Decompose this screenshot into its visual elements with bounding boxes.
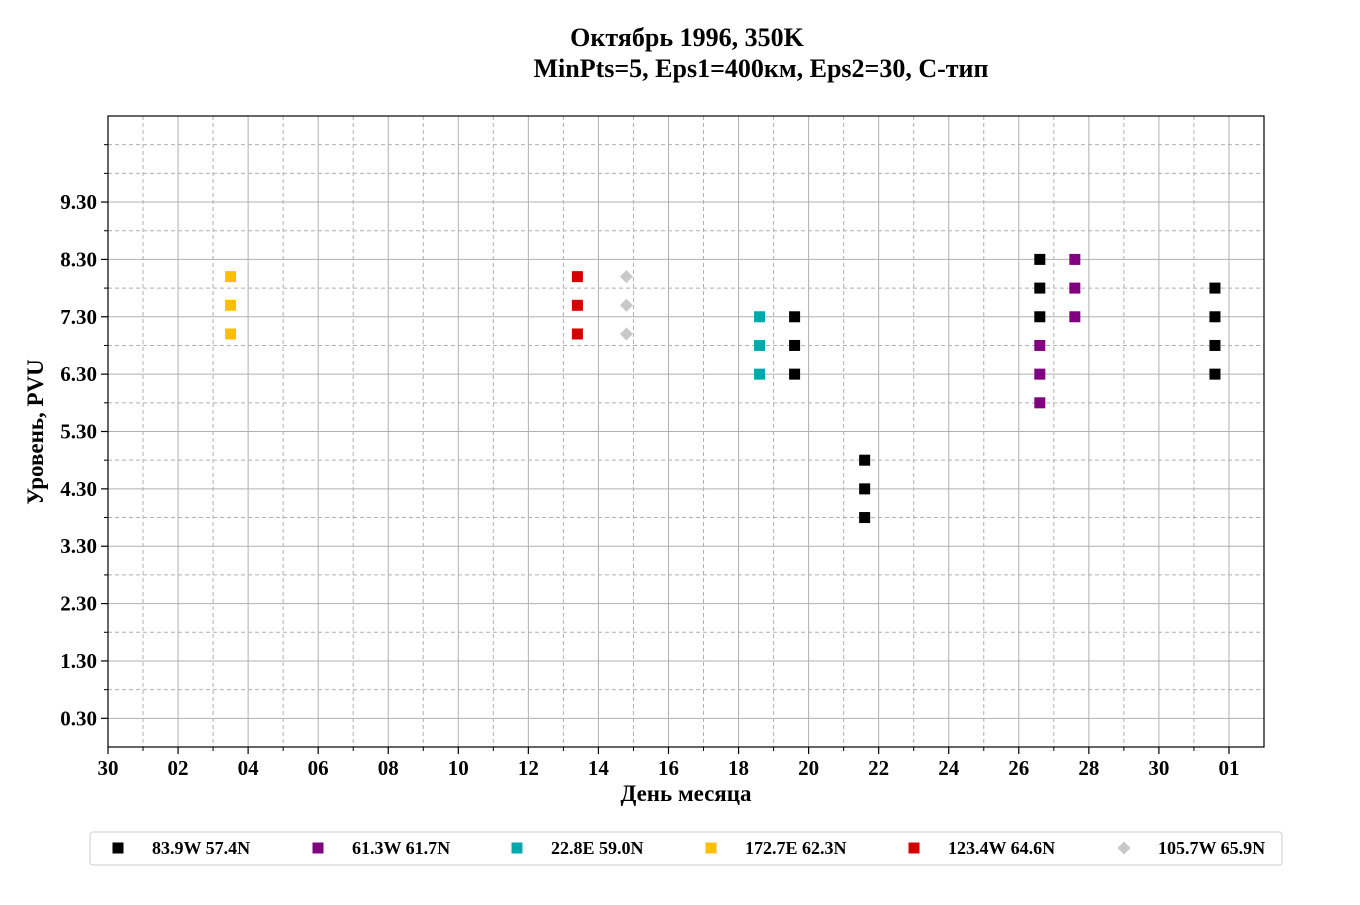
y-tick-label: 3.30 bbox=[60, 534, 97, 558]
data-point bbox=[619, 327, 633, 341]
y-axis-ticks: 0.30 1.30 2.30 3.30 4.30 5.30 6.30 7.30 8.30 9.30 bbox=[60, 144, 108, 730]
legend-box bbox=[89, 831, 1283, 866]
data-point bbox=[789, 311, 801, 323]
x-tick-label: 18 bbox=[728, 756, 749, 780]
data-point bbox=[1209, 368, 1221, 380]
data-point bbox=[1034, 253, 1046, 265]
x-tick-label: 24 bbox=[938, 756, 960, 780]
grid bbox=[107, 116, 1264, 747]
data-point bbox=[1069, 253, 1081, 265]
data-point bbox=[1034, 282, 1046, 294]
y-tick-label: 5.30 bbox=[60, 420, 97, 444]
legend-marker bbox=[1117, 841, 1131, 855]
legend-label: 61.3W 61.7N bbox=[352, 838, 450, 858]
legend-label: 105.7W 65.9N bbox=[1158, 838, 1265, 858]
data-point bbox=[789, 368, 801, 380]
x-tick-label: 10 bbox=[448, 756, 469, 780]
data-point bbox=[225, 328, 237, 340]
data-point bbox=[571, 328, 583, 340]
data-point bbox=[789, 339, 801, 351]
legend-marker bbox=[511, 842, 523, 854]
data-point bbox=[225, 271, 237, 283]
x-tick-label: 01 bbox=[1218, 756, 1239, 780]
data-point bbox=[1034, 368, 1046, 380]
chart-title: Октябрь 1996, 350K bbox=[570, 23, 804, 52]
y-tick-label: 4.30 bbox=[60, 477, 97, 501]
legend-label: 123.4W 64.6N bbox=[948, 838, 1055, 858]
x-axis-ticks: 30 02 04 06 08 10 12 14 16 18 20 22 24 26 28 30 01 bbox=[98, 747, 1239, 780]
data-point bbox=[1069, 282, 1081, 294]
data-point bbox=[754, 339, 766, 351]
data-point bbox=[1209, 339, 1221, 351]
legend-marker bbox=[312, 842, 324, 854]
data-point bbox=[1034, 397, 1046, 409]
y-tick-label: 9.30 bbox=[60, 190, 97, 214]
x-tick-label: 06 bbox=[308, 756, 329, 780]
x-tick-label: 12 bbox=[518, 756, 539, 780]
x-tick-label: 14 bbox=[588, 756, 610, 780]
plot-frame bbox=[107, 115, 1265, 748]
y-tick-label: 1.30 bbox=[60, 649, 97, 673]
x-tick-label: 30 bbox=[98, 756, 119, 780]
x-tick-label: 16 bbox=[658, 756, 679, 780]
data-point bbox=[754, 368, 766, 380]
legend-marker bbox=[908, 842, 920, 854]
y-tick-label: 7.30 bbox=[60, 305, 97, 329]
data-point bbox=[619, 298, 633, 312]
y-tick-label: 8.30 bbox=[60, 247, 97, 271]
legend-label: 83.9W 57.4N bbox=[152, 838, 250, 858]
x-tick-label: 26 bbox=[1008, 756, 1029, 780]
data-point bbox=[1034, 339, 1046, 351]
data-point bbox=[859, 512, 871, 524]
data-point bbox=[1034, 311, 1046, 323]
x-axis-label: День месяца bbox=[620, 781, 752, 806]
x-tick-label: 08 bbox=[378, 756, 399, 780]
y-axis-label: Уровень, PVU bbox=[23, 359, 48, 505]
x-tick-label: 04 bbox=[238, 756, 260, 780]
data-point bbox=[754, 311, 766, 323]
x-tick-label: 02 bbox=[168, 756, 189, 780]
data-point bbox=[1209, 282, 1221, 294]
chart-subtitle: MinPts=5, Eps1=400км, Eps2=30, С-тип bbox=[533, 54, 988, 83]
legend-marker bbox=[112, 842, 124, 854]
data-points bbox=[225, 253, 1221, 524]
y-tick-label: 6.30 bbox=[60, 362, 97, 386]
data-point bbox=[571, 271, 583, 283]
data-point bbox=[1069, 311, 1081, 323]
x-tick-label: 28 bbox=[1078, 756, 1099, 780]
data-point bbox=[571, 299, 583, 311]
legend: 83.9W 57.4N 61.3W 61.7N 22.8E 59.0N 172.7E … bbox=[112, 838, 1265, 858]
data-point bbox=[619, 270, 633, 284]
data-point bbox=[1209, 311, 1221, 323]
data-point bbox=[859, 454, 871, 466]
y-tick-label: 2.30 bbox=[60, 592, 97, 616]
data-point bbox=[859, 483, 871, 495]
y-tick-label: 0.30 bbox=[60, 706, 97, 730]
legend-label: 172.7E 62.3N bbox=[745, 838, 847, 858]
legend-marker bbox=[705, 842, 717, 854]
data-point bbox=[225, 299, 237, 311]
x-tick-label: 22 bbox=[868, 756, 889, 780]
legend-label: 22.8E 59.0N bbox=[551, 838, 644, 858]
x-tick-label: 30 bbox=[1148, 756, 1169, 780]
x-tick-label: 20 bbox=[798, 756, 819, 780]
